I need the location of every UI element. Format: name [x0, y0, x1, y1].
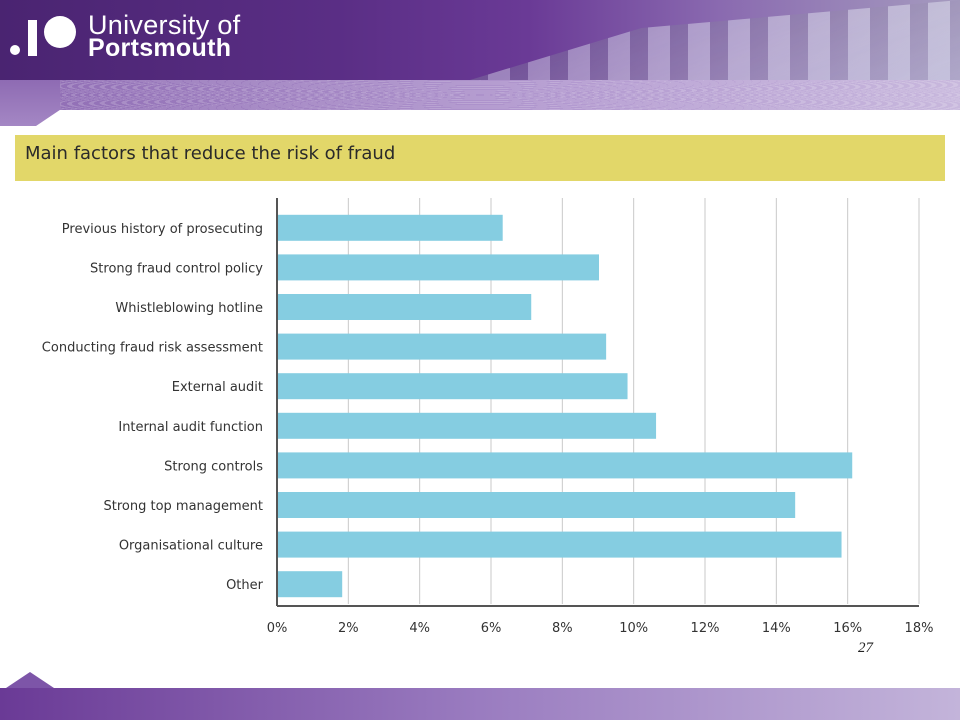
- category-label: Whistleblowing hotline: [115, 301, 263, 316]
- x-tick-label: 6%: [481, 621, 502, 636]
- bar: [278, 294, 532, 320]
- bar: [278, 373, 628, 400]
- university-logo-icon: [10, 16, 76, 56]
- category-label: Strong fraud control policy: [90, 261, 263, 276]
- category-label: Conducting fraud risk assessment: [42, 341, 263, 356]
- bar: [278, 254, 599, 281]
- category-label: Strong top management: [103, 499, 263, 514]
- bar: [278, 452, 853, 479]
- bar: [278, 412, 657, 439]
- category-labels: Previous history of prosecuting Strong fr…: [42, 222, 264, 593]
- x-tick-label: 12%: [691, 621, 720, 636]
- logo-line-2: Portsmouth: [88, 34, 232, 62]
- bar: [278, 492, 796, 518]
- x-tick-label: 16%: [833, 621, 862, 636]
- x-tick-label: 2%: [338, 621, 359, 636]
- category-label: Organisational culture: [119, 539, 263, 554]
- x-tick-label: 8%: [552, 621, 573, 636]
- logo-line-1: University of: [88, 10, 241, 40]
- bars: [278, 214, 853, 598]
- footer-band: [0, 688, 960, 720]
- category-label: Other: [226, 578, 264, 593]
- chart-title: Main factors that reduce the risk of fra…: [25, 143, 396, 164]
- x-tick-label: 18%: [905, 621, 934, 636]
- x-tick-labels: 0% 2% 4% 6% 8% 10% 12% 14% 16% 18%: [267, 621, 934, 636]
- bar: [278, 214, 503, 241]
- chart-title-bar: Main factors that reduce the risk of fra…: [15, 135, 945, 181]
- category-label: Strong controls: [164, 459, 263, 474]
- category-label: External audit: [172, 380, 263, 395]
- axes: [276, 198, 919, 607]
- x-tick-label: 4%: [409, 621, 430, 636]
- bar: [278, 571, 343, 598]
- category-label: Previous history of prosecuting: [62, 222, 263, 237]
- slide-number: 27: [858, 640, 873, 656]
- header-banner: University of Portsmouth: [0, 0, 960, 80]
- category-label: Internal audit function: [118, 420, 263, 435]
- x-tick-label: 0%: [267, 621, 288, 636]
- bar: [278, 531, 842, 558]
- decorative-wave-band: [0, 80, 960, 110]
- bar: [278, 333, 607, 360]
- x-tick-label: 14%: [762, 621, 791, 636]
- x-tick-label: 10%: [619, 621, 648, 636]
